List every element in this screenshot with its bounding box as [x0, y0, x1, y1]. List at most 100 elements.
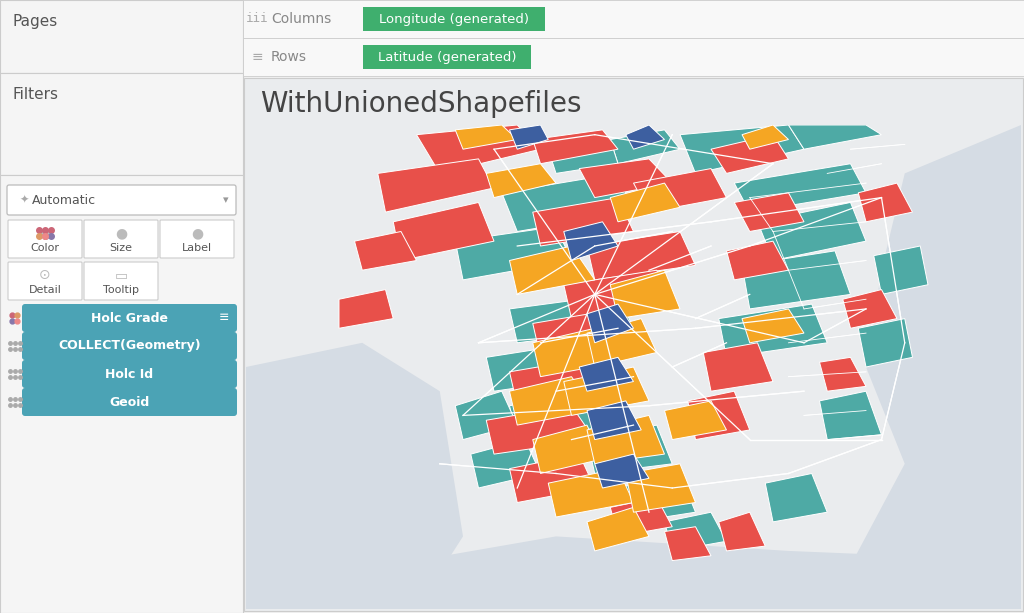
- Polygon shape: [580, 159, 672, 197]
- FancyBboxPatch shape: [22, 332, 237, 360]
- Text: Longitude (generated): Longitude (generated): [379, 12, 529, 26]
- Polygon shape: [587, 401, 641, 440]
- Polygon shape: [827, 125, 1021, 609]
- Bar: [0, 0, 243, 73]
- Text: iii: iii: [246, 12, 268, 26]
- FancyBboxPatch shape: [160, 220, 234, 258]
- FancyBboxPatch shape: [7, 185, 236, 215]
- Polygon shape: [742, 309, 804, 343]
- Polygon shape: [456, 391, 517, 440]
- Polygon shape: [510, 357, 618, 406]
- Polygon shape: [819, 357, 866, 391]
- Polygon shape: [726, 241, 788, 280]
- Text: Holc Grade: Holc Grade: [91, 311, 168, 324]
- FancyBboxPatch shape: [84, 220, 158, 258]
- Text: WithUnionedShapefiles: WithUnionedShapefiles: [260, 90, 582, 118]
- Text: © OpenStreetMap contributors: © OpenStreetMap contributors: [252, 591, 414, 601]
- Polygon shape: [532, 309, 634, 357]
- Polygon shape: [719, 512, 765, 551]
- Polygon shape: [742, 125, 788, 149]
- Text: ✦: ✦: [20, 195, 30, 205]
- Polygon shape: [719, 304, 827, 357]
- Polygon shape: [510, 125, 548, 149]
- Text: ⊙: ⊙: [39, 268, 51, 282]
- Text: ≡: ≡: [218, 311, 229, 324]
- Text: Detail: Detail: [29, 285, 61, 295]
- FancyBboxPatch shape: [8, 220, 82, 258]
- Polygon shape: [610, 270, 680, 319]
- Polygon shape: [510, 294, 634, 343]
- Text: Size: Size: [110, 243, 132, 253]
- Polygon shape: [626, 125, 665, 149]
- Polygon shape: [339, 289, 393, 329]
- Polygon shape: [688, 391, 750, 440]
- Bar: [0, 0, 243, 613]
- Polygon shape: [471, 440, 541, 488]
- Text: Rows: Rows: [271, 50, 307, 64]
- Polygon shape: [486, 164, 556, 197]
- Polygon shape: [354, 232, 417, 270]
- Polygon shape: [580, 357, 634, 391]
- Text: Holc Id: Holc Id: [105, 368, 154, 381]
- Polygon shape: [873, 246, 928, 294]
- Polygon shape: [246, 343, 463, 609]
- Text: COLLECT(Geometry): COLLECT(Geometry): [58, 340, 201, 352]
- Polygon shape: [634, 169, 726, 212]
- Polygon shape: [417, 125, 541, 173]
- Text: ▭: ▭: [115, 268, 128, 282]
- Polygon shape: [532, 197, 634, 246]
- Text: Filters: Filters: [13, 87, 59, 102]
- Polygon shape: [548, 140, 618, 173]
- FancyBboxPatch shape: [362, 45, 531, 69]
- Polygon shape: [610, 130, 680, 164]
- Polygon shape: [819, 391, 882, 440]
- Polygon shape: [532, 329, 618, 376]
- Polygon shape: [843, 289, 897, 329]
- Polygon shape: [758, 202, 866, 261]
- Polygon shape: [587, 508, 649, 551]
- Polygon shape: [587, 416, 665, 464]
- Polygon shape: [378, 159, 494, 212]
- Polygon shape: [393, 202, 494, 261]
- Polygon shape: [510, 246, 595, 294]
- Polygon shape: [510, 391, 618, 440]
- Polygon shape: [610, 183, 680, 222]
- Text: Marks: Marks: [13, 189, 58, 204]
- Polygon shape: [587, 425, 672, 473]
- FancyBboxPatch shape: [362, 7, 545, 31]
- Polygon shape: [665, 401, 726, 440]
- Text: Columns: Columns: [271, 12, 331, 26]
- Text: ≡: ≡: [251, 50, 263, 64]
- Polygon shape: [456, 227, 571, 280]
- Bar: [244, 78, 1023, 611]
- Text: ●: ●: [115, 226, 127, 240]
- Polygon shape: [486, 343, 595, 391]
- Polygon shape: [486, 406, 595, 454]
- Polygon shape: [595, 454, 649, 488]
- Polygon shape: [765, 473, 827, 522]
- Polygon shape: [587, 304, 634, 343]
- Polygon shape: [703, 343, 773, 391]
- Text: Label: Label: [182, 243, 212, 253]
- Polygon shape: [564, 367, 649, 416]
- Polygon shape: [532, 130, 618, 164]
- Text: ●: ●: [39, 226, 51, 240]
- Polygon shape: [456, 125, 517, 149]
- Polygon shape: [587, 232, 695, 280]
- Polygon shape: [742, 251, 851, 309]
- Text: ▾: ▾: [223, 195, 229, 205]
- Polygon shape: [548, 469, 634, 517]
- FancyBboxPatch shape: [22, 304, 237, 332]
- Polygon shape: [626, 464, 695, 512]
- Text: Color: Color: [31, 243, 59, 253]
- Text: Tooltip: Tooltip: [103, 285, 139, 295]
- Text: Automatic: Automatic: [32, 194, 96, 207]
- Polygon shape: [858, 183, 912, 222]
- FancyBboxPatch shape: [22, 388, 237, 416]
- Polygon shape: [246, 536, 1021, 609]
- FancyBboxPatch shape: [84, 262, 158, 300]
- Text: ●: ●: [190, 226, 203, 240]
- Polygon shape: [788, 125, 882, 149]
- Bar: [0, 175, 243, 613]
- Text: Pages: Pages: [13, 14, 58, 29]
